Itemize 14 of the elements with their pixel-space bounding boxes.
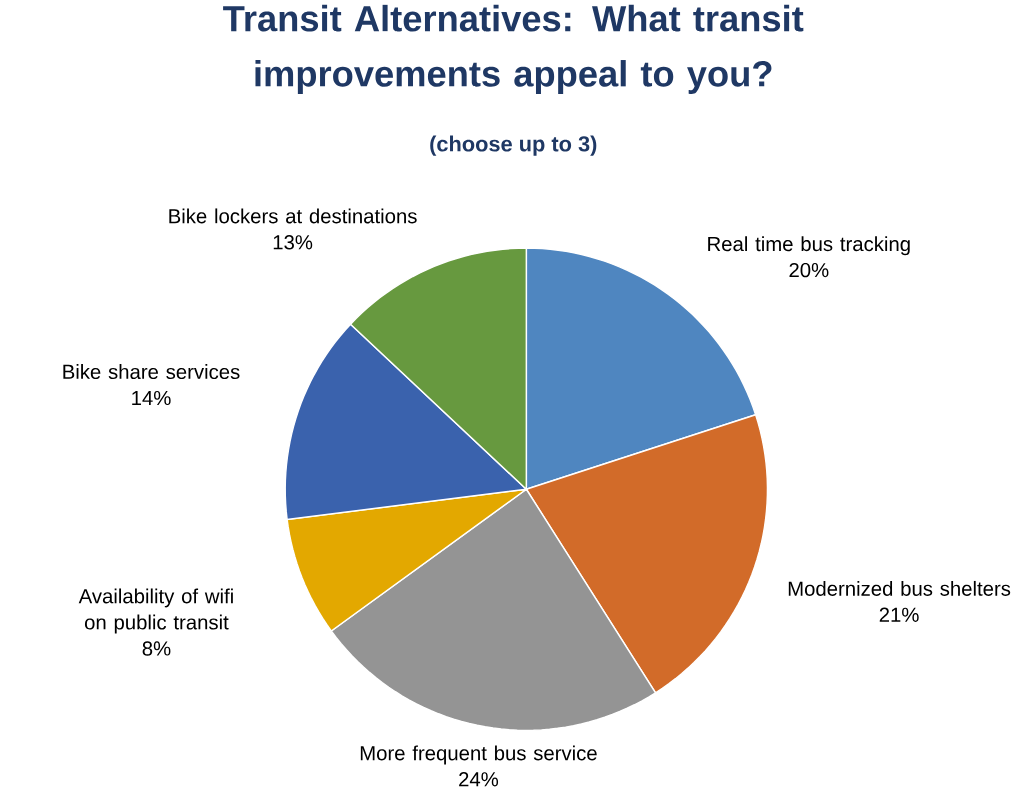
slice-label: Availability of wifi on public transit: [78, 588, 233, 634]
data-label: 13%: [273, 234, 313, 250]
data-label: 21%: [879, 607, 919, 622]
slice-label: Modernized bus shelters: [788, 580, 1011, 596]
data-label: 24%: [459, 771, 499, 787]
data-label: 20%: [789, 262, 829, 278]
chart-title: Transit Alternatives: What transit improvements appeal to you?: [223, 4, 804, 94]
data-label: 14%: [132, 390, 171, 405]
slice-label: Bike lockers at destinations: [169, 208, 417, 224]
slice-label: Real time bus tracking: [708, 236, 910, 256]
data-label: 8%: [142, 641, 171, 656]
chart-subtitle: (choose up to 3): [430, 135, 597, 156]
slice-label: More frequent bus service: [360, 745, 597, 765]
slice-label: Bike share services: [63, 363, 240, 379]
